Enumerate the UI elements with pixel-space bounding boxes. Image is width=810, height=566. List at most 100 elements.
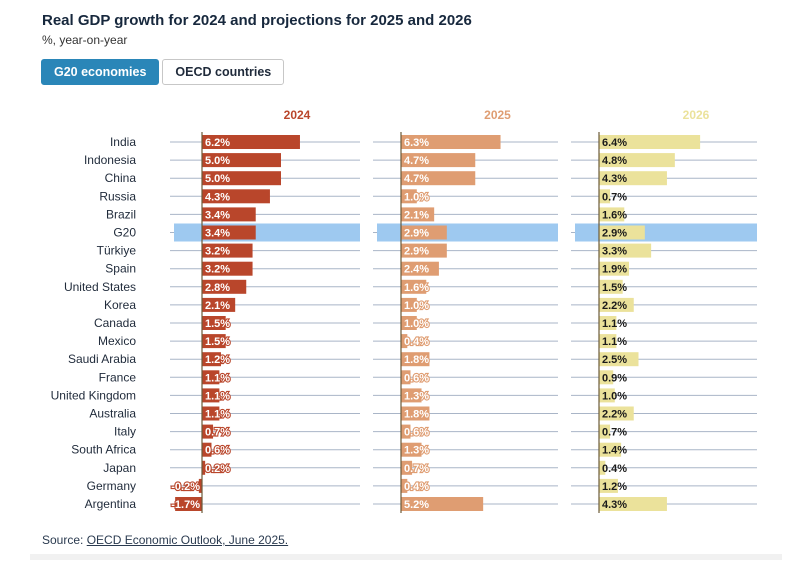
value-label-2025: 1.6%: [404, 282, 429, 294]
value-label-2026: 2.2%: [602, 409, 627, 421]
bar-2026: [599, 189, 611, 204]
bar-2025: [401, 497, 484, 511]
bar-2025: [401, 279, 427, 294]
bar-2025: [401, 261, 439, 276]
value-label-2024: 1.2%: [205, 354, 230, 366]
value-label-2026: 1.1%: [602, 336, 627, 348]
chart-title: Real GDP growth for 2024 and projections…: [42, 12, 472, 29]
bar-2026: [599, 478, 618, 493]
country-label: China: [105, 171, 137, 185]
value-label-2025: 1.0%: [404, 300, 429, 312]
value-label-2024: 2.8%: [205, 282, 230, 294]
bar-2024: [202, 388, 220, 403]
value-label-2024: 1.5%: [205, 336, 230, 348]
bar-2025: [401, 207, 435, 222]
bar-2024: [202, 334, 226, 349]
country-label: Türkiye: [97, 244, 137, 258]
value-label-2026: 0.9%: [602, 372, 627, 384]
bar-2024: [202, 406, 220, 421]
bar-2025: [401, 478, 408, 493]
bar-2024: [202, 207, 256, 222]
tab-oecd-countries[interactable]: OECD countries: [162, 59, 285, 85]
country-label: Indonesia: [84, 153, 136, 167]
bar-2026: [599, 171, 667, 186]
country-label: France: [99, 370, 137, 384]
bar-2025: [401, 297, 417, 312]
value-label-2025: 1.8%: [404, 409, 429, 421]
country-label: India: [110, 135, 136, 149]
value-label-2024: 1.1%: [205, 409, 230, 421]
bar-2025: [401, 406, 430, 421]
value-label-2024: 1.1%: [205, 372, 230, 384]
country-label: South Africa: [71, 443, 136, 457]
value-label-2025: 2.1%: [404, 209, 429, 221]
bar-2025: [401, 388, 422, 403]
bar-2026: [599, 406, 634, 421]
value-label-2025: 1.3%: [404, 445, 429, 457]
bar-2026: [599, 442, 622, 457]
country-label: Russia: [99, 189, 136, 203]
bar-2026: [599, 388, 615, 403]
source-link[interactable]: OECD Economic Outlook, June 2025.: [86, 533, 289, 547]
bar-2026: [599, 424, 611, 439]
country-label: Italy: [114, 425, 136, 439]
gdp-chart: 2024 2025 2026 India Indonesia China Russia Bra…: [51, 108, 757, 513]
country-label: Spain: [105, 262, 136, 276]
bar-2024: [202, 297, 236, 312]
bar-2024: [202, 243, 253, 258]
bar-2026: [599, 497, 667, 511]
bar-2025: [401, 352, 430, 367]
bar-2026: [599, 225, 645, 240]
value-label-2024: 2.1%: [205, 300, 230, 312]
value-label-2026: 1.0%: [602, 390, 627, 402]
value-label-2026: 3.3%: [602, 246, 627, 258]
value-label-2025: 0.6%: [404, 427, 429, 439]
bar-2024: [202, 261, 253, 276]
value-label-2026: 1.6%: [602, 209, 627, 221]
value-label-2026: 1.5%: [602, 282, 627, 294]
economy-tabs: G20 economies OECD countries: [41, 59, 285, 85]
value-label-2024: 1.1%: [205, 390, 230, 402]
tab-g20-economies[interactable]: G20 economies: [41, 59, 160, 85]
footer-strip: [30, 554, 782, 560]
source-note: Source: OECD Economic Outlook, June 2025…: [42, 533, 288, 547]
country-label: G20: [113, 226, 136, 240]
value-label-2024: 6.2%: [205, 137, 230, 149]
value-label-2026: 0.4%: [602, 463, 627, 475]
bar-2026: [599, 297, 634, 312]
bar-2025: [401, 135, 501, 149]
value-label-2025: 1.0%: [404, 318, 429, 330]
bar-2025: [401, 225, 447, 240]
value-label-2026: 1.9%: [602, 264, 627, 276]
value-label-2025: 5.2%: [404, 499, 429, 511]
value-label-2025: 4.7%: [404, 155, 429, 167]
value-label-2026: 2.5%: [602, 354, 627, 366]
column-header-2026: 2026: [683, 108, 710, 122]
value-label-2025: 2.9%: [404, 246, 429, 258]
bar-2024: [202, 424, 214, 439]
bar-2024: [202, 225, 256, 240]
value-label-2025: 4.7%: [404, 173, 429, 185]
bar-2026: [599, 207, 625, 222]
value-label-2026: 4.3%: [602, 173, 627, 185]
chart-card: Real GDP growth for 2024 and projections…: [30, 0, 782, 566]
bar-2024: [175, 497, 202, 511]
value-label-2024: -1.7%: [171, 499, 200, 511]
bar-2024: [202, 352, 221, 367]
value-label-2024: 1.5%: [205, 318, 230, 330]
value-label-2024: 3.2%: [205, 246, 230, 258]
value-label-2026: 0.7%: [602, 427, 627, 439]
bar-2025: [401, 171, 476, 186]
bar-2026: [599, 334, 617, 349]
value-label-2026: 1.1%: [602, 318, 627, 330]
country-label: Canada: [94, 316, 136, 330]
value-label-2026: 1.4%: [602, 445, 627, 457]
value-label-2024: 3.2%: [205, 264, 230, 276]
value-label-2024: 0.6%: [205, 445, 230, 457]
value-label-2026: 4.8%: [602, 155, 627, 167]
column-header-2024: 2024: [284, 108, 311, 122]
value-label-2024: 3.4%: [205, 228, 230, 240]
bar-2026: [599, 261, 630, 276]
column-header-2025: 2025: [484, 108, 511, 122]
value-label-2026: 2.2%: [602, 300, 627, 312]
